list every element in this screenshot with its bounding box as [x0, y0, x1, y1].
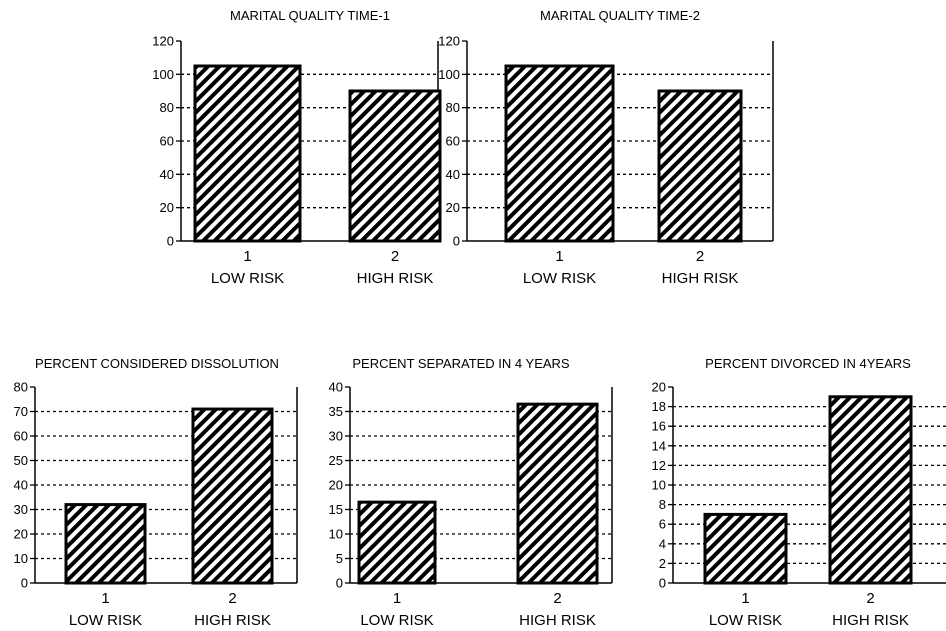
- x-category-label: LOW RISK: [69, 612, 142, 629]
- chart-title: PERCENT DIVORCED IN 4YEARS: [705, 356, 911, 371]
- y-tick-label: 15: [329, 502, 343, 517]
- y-tick-label: 10: [329, 527, 343, 542]
- y-tick-label: 20: [329, 478, 343, 493]
- y-tick-label: 25: [329, 453, 343, 468]
- x-tick-label: 2: [866, 590, 874, 607]
- y-tick-label: 2: [659, 556, 666, 571]
- chart-title: MARITAL QUALITY TIME-1: [230, 8, 390, 23]
- y-tick-label: 70: [14, 404, 28, 419]
- bar-high-risk: [191, 407, 274, 585]
- x-tick-label: 2: [228, 590, 236, 607]
- x-tick-label: 1: [101, 590, 109, 607]
- y-tick-label: 40: [14, 478, 28, 493]
- x-tick-label: 2: [553, 590, 561, 607]
- x-category-label: LOW RISK: [523, 270, 596, 287]
- chart-title: PERCENT CONSIDERED DISSOLUTION: [35, 356, 279, 371]
- x-tick-label: 2: [391, 248, 399, 265]
- y-tick-label: 14: [652, 438, 666, 453]
- y-tick-label: 12: [652, 458, 666, 473]
- y-tick-label: 4: [659, 536, 666, 551]
- y-tick-label: 0: [336, 576, 343, 591]
- y-tick-label: 50: [14, 453, 28, 468]
- x-category-label: LOW RISK: [211, 270, 284, 287]
- y-tick-label: 80: [446, 100, 460, 115]
- y-tick-label: 20: [14, 527, 28, 542]
- x-tick-label: 2: [696, 248, 704, 265]
- x-tick-label: 1: [243, 248, 251, 265]
- y-tick-label: 80: [160, 100, 174, 115]
- bar-high-risk: [828, 395, 913, 585]
- y-tick-label: 40: [329, 380, 343, 395]
- chart-panel-1: MARITAL QUALITY TIME-1 0 20 40 60 80 100 120 1 LO…: [152, 8, 442, 287]
- chart-title: MARITAL QUALITY TIME-2: [540, 8, 700, 23]
- x-category-label: HIGH RISK: [832, 612, 909, 629]
- y-tick-label: 60: [160, 134, 174, 149]
- bar-low-risk: [703, 512, 788, 585]
- bar-high-risk: [516, 402, 599, 585]
- y-tick-label: 40: [160, 167, 174, 182]
- y-tick-label: 8: [659, 497, 666, 512]
- y-tick-label: 10: [652, 478, 666, 493]
- chart-panel-5: PERCENT DIVORCED IN 4YEARS02468101214161…: [652, 356, 946, 629]
- y-tick-label: 80: [14, 380, 28, 395]
- y-tick-label: 30: [14, 502, 28, 517]
- y-tick-label: 0: [21, 576, 28, 591]
- x-category-label: HIGH RISK: [194, 612, 271, 629]
- y-tick-label: 10: [14, 551, 28, 566]
- bar-low-risk: [193, 64, 302, 243]
- y-tick-label: 40: [446, 167, 460, 182]
- x-category-label: LOW RISK: [709, 612, 782, 629]
- y-tick-label: 16: [652, 419, 666, 434]
- y-tick-label: 0: [659, 576, 666, 591]
- bar-low-risk: [504, 64, 615, 243]
- x-tick-label: 1: [393, 590, 401, 607]
- y-tick-label: 20: [652, 380, 666, 395]
- bar-low-risk: [357, 500, 437, 585]
- x-tick-label: 1: [555, 248, 563, 265]
- chart-panel-3: PERCENT CONSIDERED DISSOLUTION 0 10 20 30 40 5…: [14, 356, 298, 629]
- bar-low-risk: [64, 503, 147, 585]
- x-category-label: LOW RISK: [360, 612, 433, 629]
- chart-panel-2: MARITAL QUALITY TIME-2 0 20 40 60 80 100 120 1 LO…: [438, 8, 774, 287]
- y-tick-label: 20: [160, 200, 174, 215]
- y-tick-label: 18: [652, 399, 666, 414]
- y-tick-label: 5: [336, 551, 343, 566]
- y-tick-label: 0: [167, 234, 174, 249]
- x-category-label: HIGH RISK: [357, 270, 434, 287]
- y-tick-label: 60: [446, 134, 460, 149]
- x-category-label: HIGH RISK: [662, 270, 739, 287]
- y-tick-label: 60: [14, 429, 28, 444]
- y-tick-label: 100: [438, 67, 460, 82]
- y-tick-label: 35: [329, 404, 343, 419]
- y-tick-label: 20: [446, 200, 460, 215]
- y-tick-label: 120: [152, 34, 174, 49]
- chart-title: PERCENT SEPARATED IN 4 YEARS: [352, 356, 570, 371]
- y-tick-label: 0: [453, 234, 460, 249]
- y-tick-label: 6: [659, 517, 666, 532]
- chart-panel-4: PERCENT SEPARATED IN 4 YEARS 0 5 10 15 20 25 30…: [329, 356, 613, 629]
- x-tick-label: 1: [741, 590, 749, 607]
- x-category-label: HIGH RISK: [519, 612, 596, 629]
- bar-high-risk: [657, 89, 743, 243]
- y-tick-label: 120: [438, 34, 460, 49]
- y-tick-label: 100: [152, 67, 174, 82]
- y-tick-label: 30: [329, 429, 343, 444]
- bar-high-risk: [348, 89, 442, 243]
